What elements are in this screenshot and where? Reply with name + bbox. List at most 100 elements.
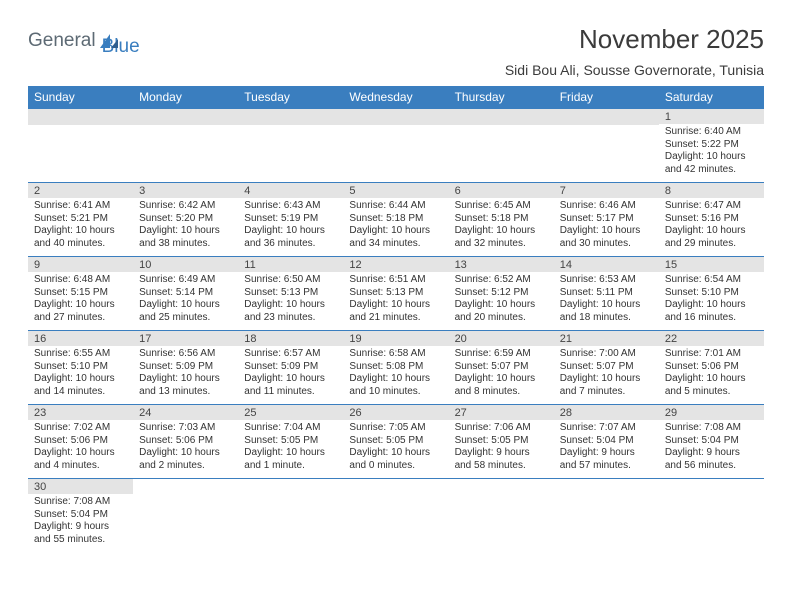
day-sun-data: Sunrise: 6:48 AMSunset: 5:15 PMDaylight:…	[28, 272, 133, 326]
day-number: 1	[659, 109, 764, 124]
day-number: 4	[238, 183, 343, 198]
day-number: 13	[449, 257, 554, 272]
calendar-day-cell: 14Sunrise: 6:53 AMSunset: 5:11 PMDayligh…	[554, 257, 659, 331]
day-number: 12	[343, 257, 448, 272]
day-number: 11	[238, 257, 343, 272]
calendar-day-cell: 22Sunrise: 7:01 AMSunset: 5:06 PMDayligh…	[659, 331, 764, 405]
day-number: 28	[554, 405, 659, 420]
day-sun-data: Sunrise: 7:05 AMSunset: 5:05 PMDaylight:…	[343, 420, 448, 474]
calendar-day-cell	[28, 109, 133, 183]
calendar-week-row: 1Sunrise: 6:40 AMSunset: 5:22 PMDaylight…	[28, 109, 764, 183]
calendar-day-cell: 20Sunrise: 6:59 AMSunset: 5:07 PMDayligh…	[449, 331, 554, 405]
day-sun-data: Sunrise: 6:59 AMSunset: 5:07 PMDaylight:…	[449, 346, 554, 400]
logo-sail-icon	[98, 32, 120, 50]
day-number: 18	[238, 331, 343, 346]
day-sun-data: Sunrise: 6:57 AMSunset: 5:09 PMDaylight:…	[238, 346, 343, 400]
calendar-day-cell	[554, 479, 659, 553]
calendar-table: Sunday Monday Tuesday Wednesday Thursday…	[28, 86, 764, 553]
calendar-day-cell	[133, 479, 238, 553]
day-sun-data: Sunrise: 6:40 AMSunset: 5:22 PMDaylight:…	[659, 124, 764, 178]
calendar-day-cell: 25Sunrise: 7:04 AMSunset: 5:05 PMDayligh…	[238, 405, 343, 479]
calendar-day-cell: 5Sunrise: 6:44 AMSunset: 5:18 PMDaylight…	[343, 183, 448, 257]
day-number: 6	[449, 183, 554, 198]
calendar-day-cell: 4Sunrise: 6:43 AMSunset: 5:19 PMDaylight…	[238, 183, 343, 257]
calendar-day-cell: 10Sunrise: 6:49 AMSunset: 5:14 PMDayligh…	[133, 257, 238, 331]
calendar-day-cell: 23Sunrise: 7:02 AMSunset: 5:06 PMDayligh…	[28, 405, 133, 479]
day-sun-data: Sunrise: 7:07 AMSunset: 5:04 PMDaylight:…	[554, 420, 659, 474]
calendar-day-cell: 11Sunrise: 6:50 AMSunset: 5:13 PMDayligh…	[238, 257, 343, 331]
day-number: 30	[28, 479, 133, 494]
empty-day-bar	[554, 109, 659, 125]
weekday-header: Thursday	[449, 86, 554, 109]
calendar-day-cell: 24Sunrise: 7:03 AMSunset: 5:06 PMDayligh…	[133, 405, 238, 479]
calendar-day-cell: 19Sunrise: 6:58 AMSunset: 5:08 PMDayligh…	[343, 331, 448, 405]
day-number: 20	[449, 331, 554, 346]
day-number: 3	[133, 183, 238, 198]
day-number: 19	[343, 331, 448, 346]
day-number: 24	[133, 405, 238, 420]
day-sun-data: Sunrise: 6:49 AMSunset: 5:14 PMDaylight:…	[133, 272, 238, 326]
calendar-day-cell: 28Sunrise: 7:07 AMSunset: 5:04 PMDayligh…	[554, 405, 659, 479]
empty-day-bar	[449, 109, 554, 125]
calendar-day-cell: 8Sunrise: 6:47 AMSunset: 5:16 PMDaylight…	[659, 183, 764, 257]
calendar-day-cell: 7Sunrise: 6:46 AMSunset: 5:17 PMDaylight…	[554, 183, 659, 257]
day-number: 15	[659, 257, 764, 272]
calendar-day-cell: 2Sunrise: 6:41 AMSunset: 5:21 PMDaylight…	[28, 183, 133, 257]
day-number: 5	[343, 183, 448, 198]
day-sun-data: Sunrise: 7:04 AMSunset: 5:05 PMDaylight:…	[238, 420, 343, 474]
day-sun-data: Sunrise: 6:41 AMSunset: 5:21 PMDaylight:…	[28, 198, 133, 252]
calendar-day-cell: 16Sunrise: 6:55 AMSunset: 5:10 PMDayligh…	[28, 331, 133, 405]
weekday-header: Saturday	[659, 86, 764, 109]
day-sun-data: Sunrise: 6:42 AMSunset: 5:20 PMDaylight:…	[133, 198, 238, 252]
day-sun-data: Sunrise: 6:44 AMSunset: 5:18 PMDaylight:…	[343, 198, 448, 252]
day-sun-data: Sunrise: 6:47 AMSunset: 5:16 PMDaylight:…	[659, 198, 764, 252]
calendar-day-cell	[238, 109, 343, 183]
weekday-header: Wednesday	[343, 86, 448, 109]
day-number: 14	[554, 257, 659, 272]
calendar-day-cell: 3Sunrise: 6:42 AMSunset: 5:20 PMDaylight…	[133, 183, 238, 257]
empty-day-bar	[133, 109, 238, 125]
brand-logo: General Blue	[28, 24, 140, 58]
calendar-week-row: 23Sunrise: 7:02 AMSunset: 5:06 PMDayligh…	[28, 405, 764, 479]
day-sun-data: Sunrise: 6:51 AMSunset: 5:13 PMDaylight:…	[343, 272, 448, 326]
calendar-day-cell	[133, 109, 238, 183]
day-sun-data: Sunrise: 6:53 AMSunset: 5:11 PMDaylight:…	[554, 272, 659, 326]
day-sun-data: Sunrise: 7:06 AMSunset: 5:05 PMDaylight:…	[449, 420, 554, 474]
day-sun-data: Sunrise: 6:45 AMSunset: 5:18 PMDaylight:…	[449, 198, 554, 252]
day-number: 21	[554, 331, 659, 346]
day-sun-data: Sunrise: 6:46 AMSunset: 5:17 PMDaylight:…	[554, 198, 659, 252]
day-sun-data: Sunrise: 6:52 AMSunset: 5:12 PMDaylight:…	[449, 272, 554, 326]
logo-text-general: General	[28, 30, 96, 52]
calendar-day-cell: 18Sunrise: 6:57 AMSunset: 5:09 PMDayligh…	[238, 331, 343, 405]
calendar-day-cell: 26Sunrise: 7:05 AMSunset: 5:05 PMDayligh…	[343, 405, 448, 479]
day-number: 17	[133, 331, 238, 346]
day-sun-data: Sunrise: 6:56 AMSunset: 5:09 PMDaylight:…	[133, 346, 238, 400]
calendar-day-cell: 30Sunrise: 7:08 AMSunset: 5:04 PMDayligh…	[28, 479, 133, 553]
calendar-day-cell: 13Sunrise: 6:52 AMSunset: 5:12 PMDayligh…	[449, 257, 554, 331]
day-number: 10	[133, 257, 238, 272]
day-number: 26	[343, 405, 448, 420]
day-sun-data: Sunrise: 6:43 AMSunset: 5:19 PMDaylight:…	[238, 198, 343, 252]
calendar-day-cell: 9Sunrise: 6:48 AMSunset: 5:15 PMDaylight…	[28, 257, 133, 331]
weekday-header: Sunday	[28, 86, 133, 109]
day-number: 7	[554, 183, 659, 198]
calendar-day-cell: 17Sunrise: 6:56 AMSunset: 5:09 PMDayligh…	[133, 331, 238, 405]
calendar-week-row: 30Sunrise: 7:08 AMSunset: 5:04 PMDayligh…	[28, 479, 764, 553]
calendar-day-cell	[659, 479, 764, 553]
empty-day-bar	[343, 109, 448, 125]
calendar-day-cell: 15Sunrise: 6:54 AMSunset: 5:10 PMDayligh…	[659, 257, 764, 331]
calendar-week-row: 9Sunrise: 6:48 AMSunset: 5:15 PMDaylight…	[28, 257, 764, 331]
day-number: 25	[238, 405, 343, 420]
calendar-day-cell	[449, 479, 554, 553]
location-subtitle: Sidi Bou Ali, Sousse Governorate, Tunisi…	[28, 62, 764, 78]
page-title: November 2025	[579, 24, 764, 55]
calendar-day-cell: 27Sunrise: 7:06 AMSunset: 5:05 PMDayligh…	[449, 405, 554, 479]
day-sun-data: Sunrise: 7:08 AMSunset: 5:04 PMDaylight:…	[28, 494, 133, 548]
weekday-header: Friday	[554, 86, 659, 109]
day-sun-data: Sunrise: 6:50 AMSunset: 5:13 PMDaylight:…	[238, 272, 343, 326]
day-number: 27	[449, 405, 554, 420]
calendar-day-cell	[449, 109, 554, 183]
weekday-header: Tuesday	[238, 86, 343, 109]
day-sun-data: Sunrise: 6:54 AMSunset: 5:10 PMDaylight:…	[659, 272, 764, 326]
calendar-day-cell: 21Sunrise: 7:00 AMSunset: 5:07 PMDayligh…	[554, 331, 659, 405]
